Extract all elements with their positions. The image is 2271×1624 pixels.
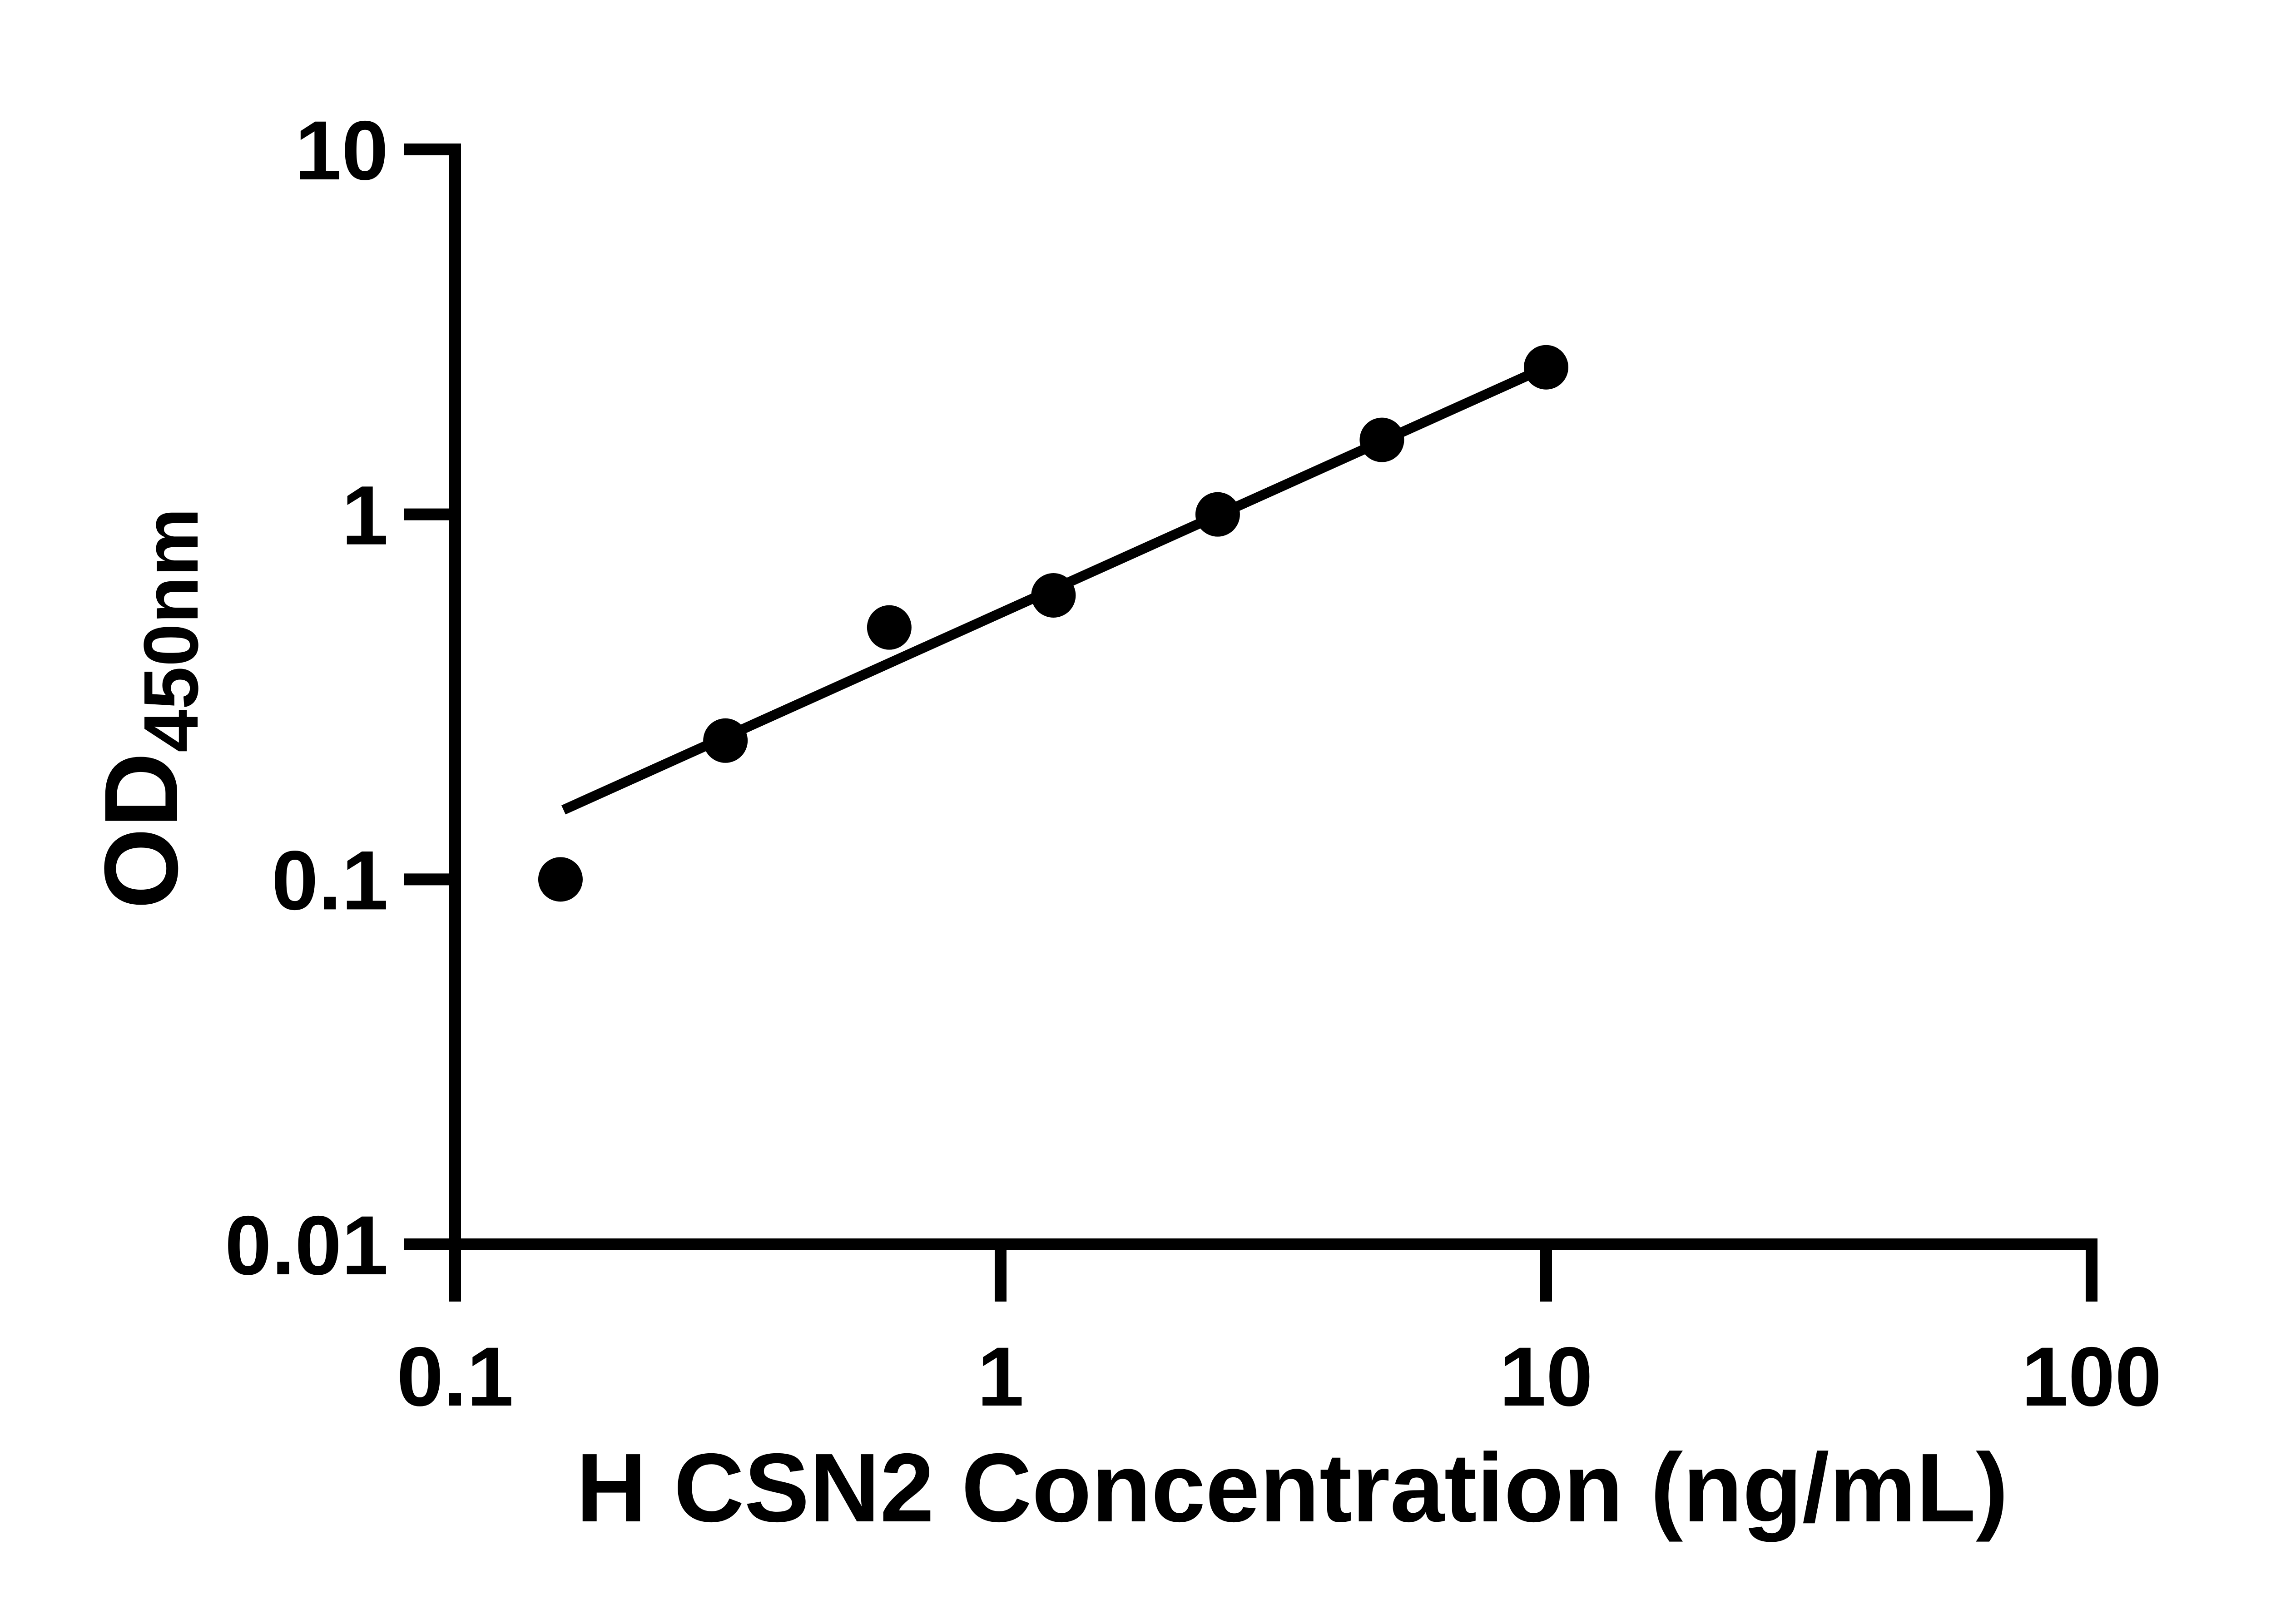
x-axis-tick-labels: 0.1 1 10 100	[397, 1330, 2162, 1424]
x-axis-title: H CSN2 Concentration (ng/mL)	[576, 1433, 2008, 1542]
y-tick-label: 1	[342, 469, 388, 563]
y-axis-title: OD450nm	[83, 508, 214, 909]
x-axis-ticks	[449, 1244, 2097, 1302]
data-point	[538, 857, 583, 902]
y-tick-label: 0.1	[272, 834, 388, 927]
y-tick-label: 10	[295, 104, 388, 198]
data-point	[1524, 345, 1568, 390]
x-tick-label: 0.1	[397, 1330, 513, 1424]
y-axis-title-main: OD	[83, 753, 199, 909]
data-point	[867, 605, 912, 650]
data-points-group	[538, 345, 1568, 902]
data-point	[703, 718, 748, 763]
x-tick-label: 100	[2022, 1330, 2162, 1424]
data-point	[1031, 573, 1076, 618]
y-axis-title-subscript: 450nm	[128, 508, 214, 753]
y-tick-label: 0.01	[225, 1199, 388, 1292]
data-point	[1195, 492, 1240, 537]
x-tick-label: 1	[977, 1330, 1024, 1424]
y-axis-tick-labels: 10 1 0.1 0.01	[225, 104, 388, 1292]
x-tick-label: 10	[1499, 1330, 1593, 1424]
data-point	[1359, 417, 1404, 462]
